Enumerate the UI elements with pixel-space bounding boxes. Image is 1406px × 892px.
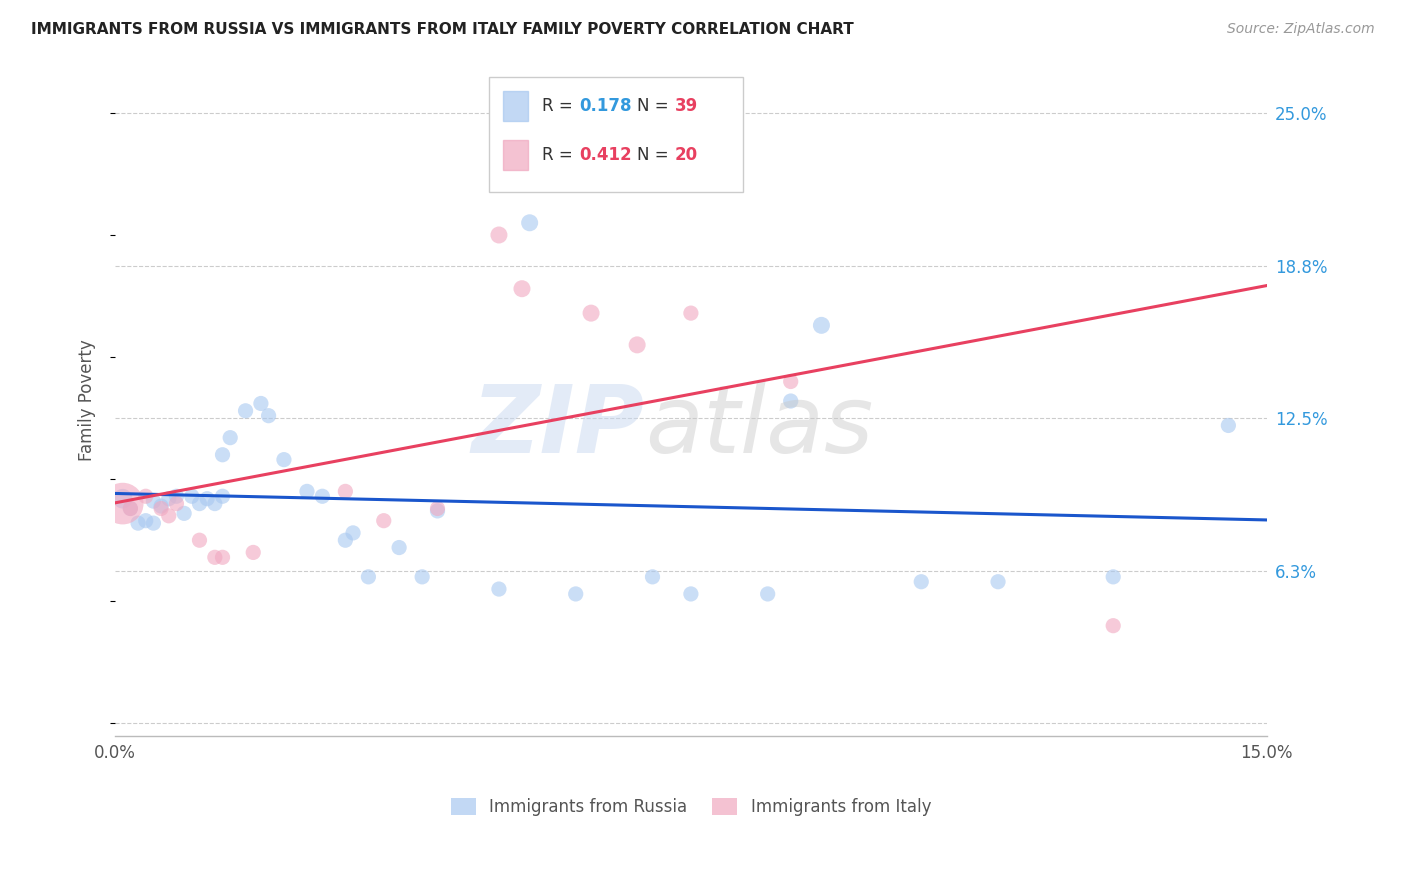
Point [488, 227, 510, 242]
Point [426, 501, 449, 516]
Point [165, 497, 187, 511]
Point [335, 484, 357, 499]
Point [120, 501, 142, 516]
Point [127, 516, 149, 530]
Text: 0.412: 0.412 [579, 145, 631, 164]
Point [411, 570, 433, 584]
Point [157, 508, 180, 523]
Point [235, 404, 257, 418]
Point [426, 504, 449, 518]
Point [342, 525, 364, 540]
FancyBboxPatch shape [489, 78, 742, 192]
Point [510, 282, 533, 296]
Text: N =: N = [637, 96, 673, 115]
Legend: Immigrants from Russia, Immigrants from Italy: Immigrants from Russia, Immigrants from … [444, 791, 938, 822]
Point [1102, 570, 1125, 584]
Point [111, 491, 134, 506]
Point [1102, 618, 1125, 632]
Point [111, 497, 134, 511]
Point [188, 533, 211, 548]
Point [910, 574, 932, 589]
Point [335, 533, 357, 548]
Point [219, 431, 242, 445]
Point [664, 143, 686, 157]
Point [135, 514, 157, 528]
Point [626, 338, 648, 352]
Point [388, 541, 411, 555]
Point [779, 375, 801, 389]
Text: ZIP: ZIP [472, 381, 645, 473]
Bar [503, 140, 529, 169]
Point [142, 516, 165, 530]
Text: 20: 20 [675, 145, 697, 164]
Text: atlas: atlas [645, 381, 873, 472]
Point [135, 489, 157, 503]
Y-axis label: Family Poverty: Family Poverty [79, 339, 96, 460]
Point [311, 489, 333, 503]
Text: Source: ZipAtlas.com: Source: ZipAtlas.com [1227, 22, 1375, 37]
Point [157, 491, 180, 506]
Point [211, 489, 233, 503]
Point [579, 306, 602, 320]
Point [679, 306, 702, 320]
Text: R =: R = [543, 96, 578, 115]
Point [564, 587, 586, 601]
Point [519, 216, 541, 230]
Point [373, 514, 395, 528]
Point [211, 550, 233, 565]
Point [173, 507, 195, 521]
Text: IMMIGRANTS FROM RUSSIA VS IMMIGRANTS FROM ITALY FAMILY POVERTY CORRELATION CHART: IMMIGRANTS FROM RUSSIA VS IMMIGRANTS FRO… [31, 22, 853, 37]
Point [211, 448, 233, 462]
Bar [503, 91, 529, 120]
Point [142, 494, 165, 508]
Point [204, 550, 226, 565]
Point [357, 570, 380, 584]
Text: 39: 39 [675, 96, 697, 115]
Point [779, 394, 801, 409]
Point [188, 497, 211, 511]
Point [1218, 418, 1240, 433]
Point [756, 587, 779, 601]
Point [120, 501, 142, 516]
Point [641, 570, 664, 584]
Point [257, 409, 280, 423]
Point [679, 587, 702, 601]
Text: R =: R = [543, 145, 578, 164]
Point [987, 574, 1010, 589]
Point [242, 545, 264, 559]
Point [250, 396, 273, 410]
Point [195, 491, 218, 506]
Point [180, 489, 202, 503]
Text: 0.178: 0.178 [579, 96, 631, 115]
Point [488, 582, 510, 596]
Point [273, 452, 295, 467]
Point [295, 484, 318, 499]
Point [150, 499, 173, 513]
Point [165, 489, 187, 503]
Text: N =: N = [637, 145, 673, 164]
Point [150, 501, 173, 516]
Point [204, 497, 226, 511]
Point [810, 318, 832, 333]
